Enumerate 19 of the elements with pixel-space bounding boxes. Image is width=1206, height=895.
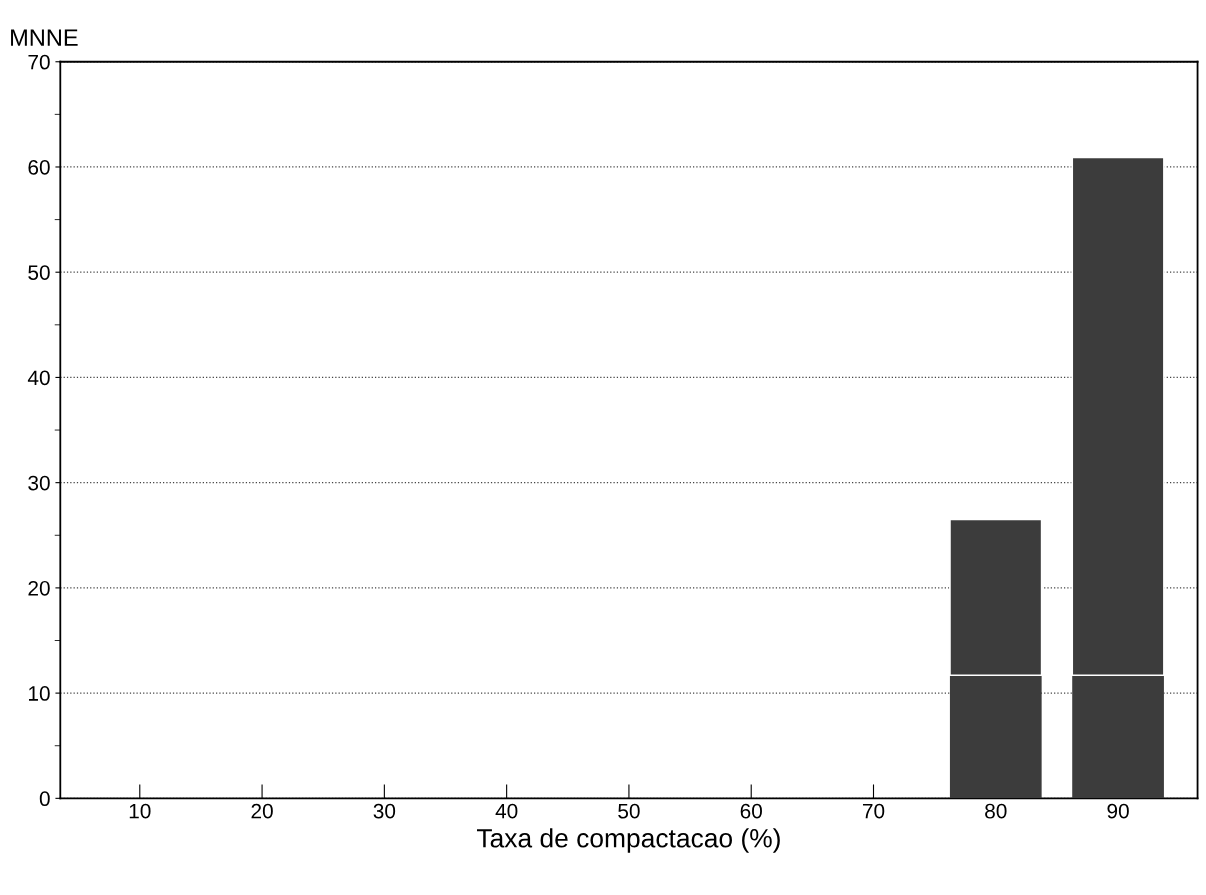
y-axis-title: MNNE — [11, 29, 78, 46]
y-tick-label: 30 — [28, 475, 50, 491]
x-tick-label: 50 — [618, 803, 640, 819]
y-tick-label: 20 — [28, 580, 50, 596]
y-tick-label: 10 — [29, 686, 50, 701]
y-tick-label: 60 — [28, 159, 50, 175]
y-tick-label: 50 — [28, 265, 50, 280]
x-tick-label: 20 — [251, 803, 273, 819]
y-tick-label: 40 — [27, 370, 50, 386]
x-tick-label: 60 — [740, 803, 762, 819]
x-tick-label: 10 — [129, 803, 151, 819]
x-tick-label: 70 — [862, 803, 885, 819]
y-tick-label: 70 — [28, 54, 50, 70]
x-axis-title: Taxa de compactacao (%) — [477, 828, 780, 853]
x-tick-label: 90 — [1107, 803, 1129, 819]
y-tick-label: 0 — [39, 791, 50, 807]
x-tick-label: 40 — [495, 803, 518, 819]
x-tick-label: 80 — [985, 803, 1007, 819]
x-tick-label: 30 — [373, 803, 396, 819]
